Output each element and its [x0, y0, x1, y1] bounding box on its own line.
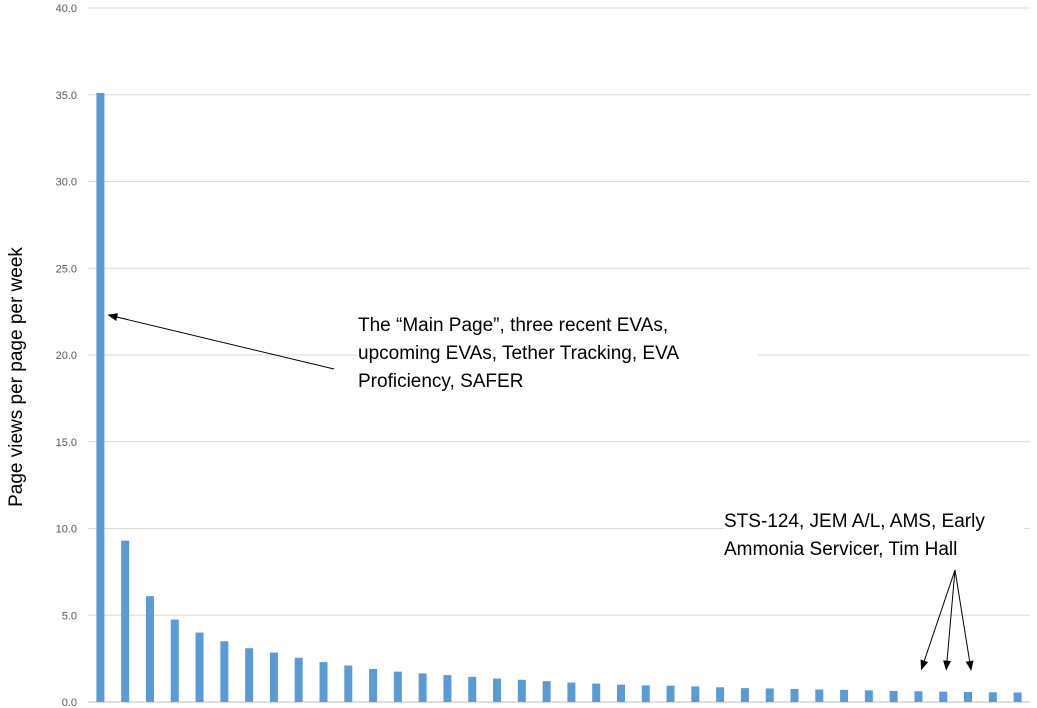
annotation-low-pages: STS-124, JEM A/L, AMS, Early Ammonia Ser…	[724, 508, 1024, 564]
bar	[517, 679, 526, 702]
bar	[468, 676, 477, 702]
y-tick-label: 10.0	[56, 524, 77, 536]
bar	[542, 681, 551, 702]
bar	[393, 671, 402, 702]
annotation-arrow	[107, 313, 335, 370]
bar	[840, 689, 849, 702]
bar	[319, 662, 328, 702]
y-tick-label: 20.0	[56, 350, 77, 362]
y-tick-label: 30.0	[56, 177, 77, 189]
annotation-arrow	[920, 569, 956, 671]
bar	[220, 641, 229, 702]
annotation-main-page: The “Main Page”, three recent EVAs, upco…	[358, 312, 758, 396]
bar	[939, 691, 948, 702]
bar	[96, 93, 105, 702]
y-tick-label: 40.0	[56, 3, 77, 15]
bar	[790, 688, 799, 702]
bar	[1013, 692, 1022, 702]
bar	[195, 632, 204, 702]
bar	[121, 540, 130, 702]
bar	[864, 690, 873, 702]
bar	[294, 657, 303, 702]
y-tick-label: 25.0	[56, 263, 77, 275]
bar	[245, 648, 254, 702]
bar	[369, 669, 378, 702]
bar	[815, 689, 824, 702]
bar	[344, 665, 353, 702]
bar	[170, 619, 179, 702]
bar	[145, 596, 154, 702]
y-tick-label: 35.0	[56, 90, 77, 102]
bar	[641, 685, 650, 702]
bar	[493, 678, 502, 702]
bar	[889, 690, 898, 702]
bar	[914, 691, 923, 702]
bar	[740, 688, 749, 702]
annotation-arrows	[107, 313, 974, 671]
bar	[964, 691, 973, 702]
y-tick-label: 15.0	[56, 437, 77, 449]
bar	[567, 682, 576, 702]
bar	[666, 685, 675, 702]
bar	[765, 688, 774, 702]
y-axis-ticks: 0.0 5.0 10.0 15.0 20.0 25.0 30.0 35.0 40.0	[56, 3, 77, 708]
bars	[96, 93, 1022, 702]
bar	[616, 684, 625, 702]
bar	[443, 675, 452, 702]
bar	[691, 686, 700, 702]
bar	[716, 687, 725, 702]
bar	[269, 652, 278, 702]
annotation-arrow	[954, 569, 974, 671]
y-tick-label: 5.0	[62, 610, 77, 622]
annotation-arrow	[943, 569, 956, 671]
y-tick-label: 0.0	[62, 697, 77, 708]
bar	[592, 683, 601, 702]
bar	[418, 673, 427, 702]
bar	[988, 692, 997, 702]
y-axis-label: Page views per page per week	[6, 247, 27, 507]
